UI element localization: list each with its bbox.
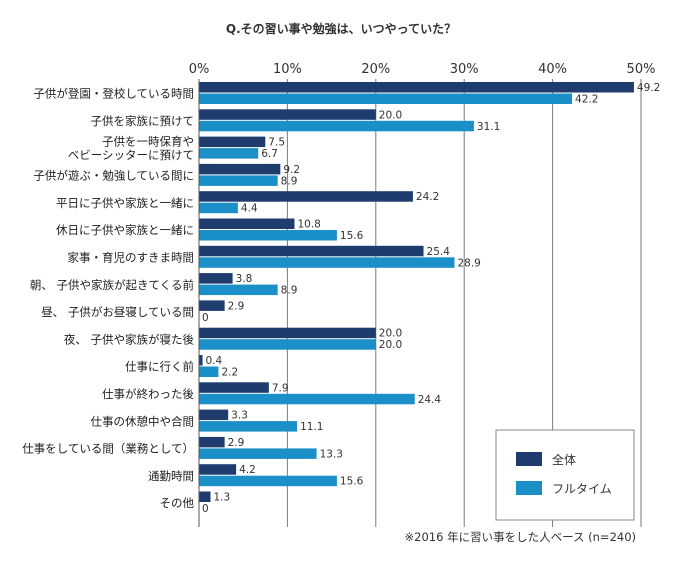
category-label: 子供が遊ぶ・勉強している間に bbox=[33, 169, 194, 183]
category-label: 通勤時間 bbox=[148, 469, 194, 483]
bar-fulltime bbox=[199, 202, 238, 214]
x-tick-label: 10% bbox=[273, 62, 302, 77]
bar-fulltime bbox=[199, 230, 337, 241]
category-label: 仕事の休憩中や合間 bbox=[91, 414, 195, 428]
bar-all bbox=[199, 191, 413, 202]
x-tick-label: 30% bbox=[450, 62, 479, 77]
bar-fulltime bbox=[199, 257, 455, 268]
bar-all bbox=[199, 163, 281, 175]
x-tick-label: 0% bbox=[189, 62, 210, 77]
category-label: 夜、 子供や家族が寝た後 bbox=[64, 332, 195, 346]
value-label-all: 3.8 bbox=[236, 273, 253, 285]
category-labels: 子供が登園・登校している時間子供を家族に預けて子供を一時保育やベビーシッターに預… bbox=[22, 87, 195, 510]
category-label: 子供を一時保育や bbox=[102, 134, 194, 148]
value-label-fulltime: 6.7 bbox=[261, 148, 278, 160]
category-label: 仕事が終わった後 bbox=[102, 387, 194, 401]
value-label-all: 1.3 bbox=[213, 492, 230, 504]
category-label: 休日に子供や家族と一緒に bbox=[56, 223, 194, 237]
category-label: 家事・育児のすきま時間 bbox=[68, 250, 195, 264]
bar-fulltime bbox=[199, 475, 337, 487]
value-label-fulltime: 15.6 bbox=[340, 230, 364, 242]
bar-all bbox=[199, 491, 211, 502]
bar-fulltime bbox=[199, 93, 573, 104]
value-label-all: 9.2 bbox=[283, 164, 300, 176]
value-label-all: 24.2 bbox=[416, 191, 439, 203]
x-tick-label: 50% bbox=[627, 62, 656, 77]
bar-all bbox=[199, 218, 295, 229]
bar-all bbox=[199, 436, 225, 448]
bar-all bbox=[199, 82, 634, 93]
legend-box bbox=[495, 429, 635, 521]
value-label-fulltime: 8.9 bbox=[281, 175, 298, 187]
bar-fulltime bbox=[199, 120, 474, 132]
value-label-fulltime: 20.0 bbox=[379, 339, 402, 351]
category-label: 仕事に行く前 bbox=[125, 360, 194, 374]
value-label-all: 2.9 bbox=[228, 300, 245, 312]
chart-title: Q.その習い事や勉強は、いつやっていた？ bbox=[226, 21, 456, 36]
value-label-all: 7.5 bbox=[268, 137, 285, 149]
bars bbox=[199, 82, 634, 502]
category-label: その他 bbox=[160, 496, 195, 510]
bar-fulltime bbox=[199, 421, 298, 432]
bar-all bbox=[199, 382, 269, 393]
bar-all bbox=[199, 464, 237, 475]
value-label-all: 49.2 bbox=[637, 82, 660, 94]
legend-label-all: 全体 bbox=[552, 452, 576, 467]
value-label-fulltime: 8.9 bbox=[281, 285, 298, 297]
value-label-fulltime: 0 bbox=[202, 503, 209, 515]
x-tick-label: 20% bbox=[361, 62, 390, 77]
legend-swatch-all bbox=[516, 452, 542, 466]
value-label-fulltime: 28.9 bbox=[457, 257, 480, 269]
category-label: 子供を家族に預けて bbox=[91, 114, 195, 128]
footnote: ※2016 年に習い事をした人ベース (n=240) bbox=[405, 530, 636, 544]
bar-fulltime bbox=[199, 448, 317, 459]
value-label-fulltime: 24.4 bbox=[418, 394, 442, 406]
legend-label-fulltime: フルタイム bbox=[552, 482, 612, 496]
value-label-fulltime: 2.2 bbox=[221, 367, 238, 379]
category-label: 昼、 子供がお昼寝している間 bbox=[41, 305, 194, 319]
value-label-all: 3.3 bbox=[231, 410, 248, 422]
bar-fulltime bbox=[199, 148, 259, 159]
bar-fulltime bbox=[199, 284, 278, 296]
value-label-all: 7.9 bbox=[272, 382, 289, 394]
value-label-fulltime: 31.1 bbox=[477, 121, 500, 133]
value-label-fulltime: 42.2 bbox=[575, 94, 598, 106]
legend: 全体 フルタイム bbox=[495, 429, 635, 521]
category-label: 朝、 子供や家族が起きてくる前 bbox=[30, 278, 194, 292]
category-label: ベビーシッターに預けて bbox=[68, 148, 194, 162]
value-labels: 49.242.220.031.17.56.79.28.924.24.410.81… bbox=[202, 82, 660, 515]
value-label-all: 0.4 bbox=[206, 355, 223, 367]
value-label-all: 20.0 bbox=[379, 328, 402, 340]
x-axis-ticks: 0% 10% 20% 30% 40% 50% bbox=[189, 62, 656, 77]
legend-swatch-fulltime bbox=[516, 481, 542, 495]
bar-all bbox=[199, 109, 376, 120]
bar-all bbox=[199, 300, 225, 311]
category-label: 平日に子供や家族と一緒に bbox=[56, 196, 194, 210]
bar-all bbox=[199, 327, 376, 339]
bar-fulltime bbox=[199, 175, 278, 186]
value-label-all: 20.0 bbox=[379, 109, 402, 121]
value-label-fulltime: 4.4 bbox=[241, 203, 258, 215]
category-label: 仕事をしている間（業務として） bbox=[22, 442, 194, 456]
bar-all bbox=[199, 245, 424, 257]
bar-fulltime bbox=[199, 339, 376, 350]
category-label: 子供が登園・登校している時間 bbox=[33, 87, 194, 101]
bar-fulltime bbox=[199, 366, 219, 377]
value-label-all: 4.2 bbox=[239, 464, 256, 476]
bar-all bbox=[199, 273, 233, 284]
value-label-all: 10.8 bbox=[297, 219, 320, 231]
bar-all bbox=[199, 355, 203, 366]
bar-all bbox=[199, 136, 266, 148]
value-label-fulltime: 15.6 bbox=[340, 476, 364, 488]
bar-fulltime bbox=[199, 393, 415, 405]
value-label-fulltime: 13.3 bbox=[320, 448, 343, 460]
value-label-fulltime: 0 bbox=[202, 312, 209, 324]
bar-all bbox=[199, 409, 229, 421]
value-label-fulltime: 11.1 bbox=[300, 421, 323, 433]
x-tick-label: 40% bbox=[538, 62, 567, 77]
value-label-all: 25.4 bbox=[427, 246, 451, 258]
value-label-all: 2.9 bbox=[228, 437, 245, 449]
